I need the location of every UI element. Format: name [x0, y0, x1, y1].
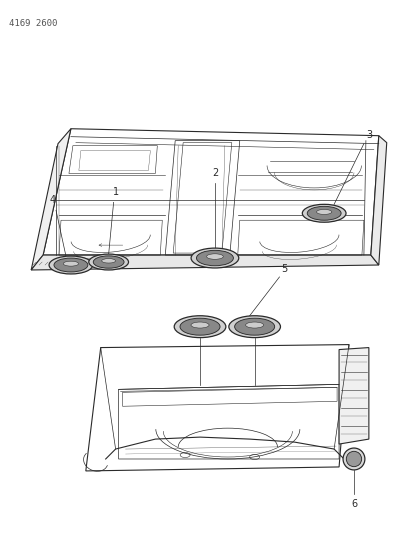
Text: 6: 6 [351, 499, 357, 509]
Ellipse shape [174, 316, 226, 337]
Polygon shape [31, 129, 71, 270]
Ellipse shape [307, 206, 341, 220]
Ellipse shape [54, 258, 88, 272]
Ellipse shape [180, 318, 220, 335]
Ellipse shape [317, 209, 332, 214]
Text: 3: 3 [366, 130, 372, 140]
Ellipse shape [93, 256, 124, 268]
Ellipse shape [206, 254, 223, 259]
Ellipse shape [49, 256, 93, 274]
Text: 2: 2 [212, 168, 218, 179]
Text: 4169 2600: 4169 2600 [9, 19, 58, 28]
Polygon shape [339, 348, 369, 444]
Ellipse shape [235, 318, 275, 335]
Ellipse shape [343, 448, 365, 470]
Text: 4: 4 [50, 195, 56, 205]
Ellipse shape [246, 322, 264, 328]
Polygon shape [371, 136, 387, 265]
Ellipse shape [191, 248, 239, 268]
Ellipse shape [102, 259, 115, 263]
Ellipse shape [346, 451, 361, 467]
Ellipse shape [191, 322, 209, 328]
Polygon shape [31, 255, 379, 270]
Ellipse shape [302, 204, 346, 222]
Ellipse shape [89, 254, 129, 270]
Ellipse shape [196, 251, 233, 266]
Text: 1: 1 [113, 188, 119, 197]
Text: 5: 5 [282, 264, 288, 274]
Ellipse shape [63, 261, 79, 266]
Ellipse shape [229, 316, 280, 337]
